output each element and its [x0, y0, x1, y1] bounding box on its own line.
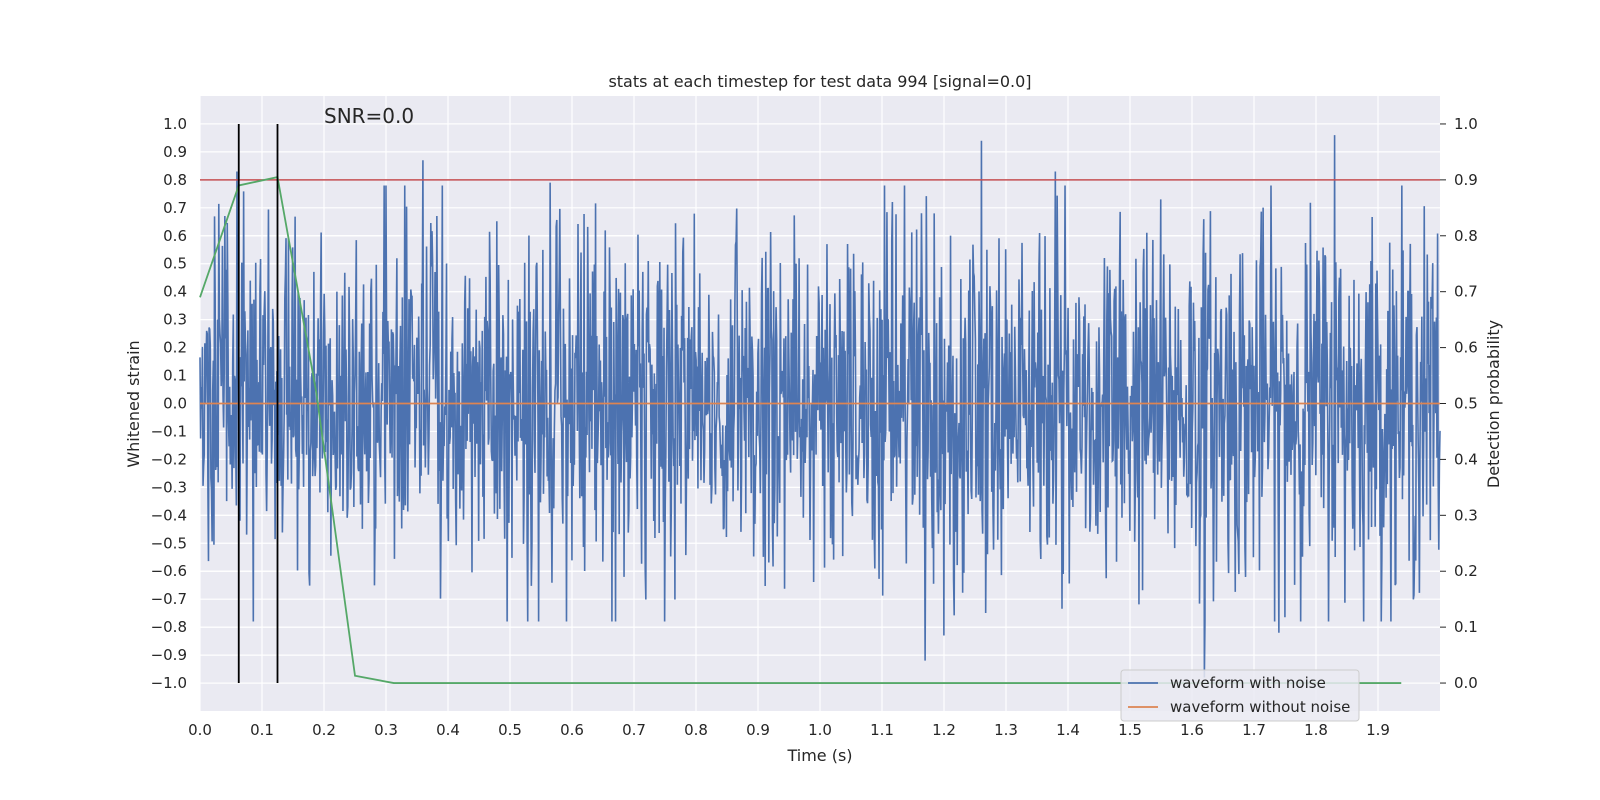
snr-annotation: SNR=0.0: [324, 104, 414, 128]
x-tick-label: 0.7: [622, 721, 646, 739]
legend-label-waveform-with-noise: waveform with noise: [1170, 674, 1326, 692]
x-tick-label: 1.9: [1366, 721, 1390, 739]
y2-axis-label: Detection probability: [1484, 320, 1503, 488]
series-waveform-with-noise: [199, 135, 1441, 678]
y-tick-label: 0.8: [163, 171, 187, 189]
y-tick-label: −0.1: [151, 422, 187, 440]
y-tick-label: −0.8: [151, 618, 187, 636]
series-layer: [199, 123, 1441, 684]
x-axis-label: Time (s): [786, 746, 852, 765]
legend-label-waveform-without-noise: waveform without noise: [1170, 698, 1350, 716]
x-tick-label: 1.8: [1304, 721, 1328, 739]
y2-tick-label: 0.8: [1454, 227, 1478, 245]
y2-tick-label: 0.1: [1454, 618, 1478, 636]
y-tick-label: 0.6: [163, 227, 187, 245]
y-tick-label: 1.0: [163, 115, 187, 133]
y-tick-label: 0.5: [163, 255, 187, 273]
y2-tick-label: 0.4: [1454, 450, 1478, 468]
y-tick-label: −0.4: [151, 506, 187, 524]
x-tick-label: 1.0: [808, 721, 832, 739]
ticks: 0.0 0.1 0.2 0.3 0.4 0.5 0.6 0.7 0.8 0.9 1.0 1.1 1.2 1…: [151, 115, 1478, 739]
y2-tick-label: 0.6: [1454, 339, 1478, 357]
series-detection-probability: [199, 175, 1402, 684]
legend-box: [1120, 669, 1360, 722]
x-tick-label: 0.3: [374, 721, 398, 739]
y-tick-label: −0.6: [151, 562, 187, 580]
legend: waveform with noise waveform without noi…: [1120, 669, 1360, 722]
y2-tick-label: 1.0: [1454, 115, 1478, 133]
x-tick-label: 1.4: [1056, 721, 1080, 739]
x-tick-label: 0.5: [498, 721, 522, 739]
x-tick-label: 0.9: [746, 721, 770, 739]
chart-title: stats at each timestep for test data 994…: [608, 72, 1031, 91]
x-tick-label: 0.8: [684, 721, 708, 739]
y-tick-label: −1.0: [151, 674, 187, 692]
y-axis-label: Whitened strain: [124, 340, 143, 467]
y2-tick-label: 0.5: [1454, 395, 1478, 413]
x-tick-label: 0.1: [250, 721, 274, 739]
y-tick-label: −0.5: [151, 534, 187, 552]
y-tick-label: −0.3: [151, 478, 187, 496]
y-tick-label: −0.2: [151, 450, 187, 468]
y2-tick-label: 0.7: [1454, 283, 1478, 301]
x-tick-label: 1.6: [1180, 721, 1204, 739]
y2-tick-label: 0.2: [1454, 562, 1478, 580]
y-tick-label: 0.9: [163, 143, 187, 161]
y-tick-label: −0.9: [151, 646, 187, 664]
x-tick-label: 1.7: [1242, 721, 1266, 739]
y-tick-label: 0.4: [163, 283, 187, 301]
x-tick-label: 0.4: [436, 721, 460, 739]
y2-tick-label: 0.3: [1454, 506, 1478, 524]
x-tick-label: 0.2: [312, 721, 336, 739]
y-tick-label: 0.7: [163, 199, 187, 217]
y-tick-label: 0.0: [163, 395, 187, 413]
x-tick-label: 1.2: [932, 721, 956, 739]
y-tick-label: −0.7: [151, 590, 187, 608]
y-tick-label: 0.1: [163, 367, 187, 385]
y-tick-label: 0.3: [163, 311, 187, 329]
x-tick-label: 0.6: [560, 721, 584, 739]
x-tick-label: 0.0: [188, 721, 212, 739]
x-tick-label: 1.1: [870, 721, 894, 739]
x-tick-label: 1.3: [994, 721, 1018, 739]
y2-tick-label: 0.9: [1454, 171, 1478, 189]
y2-tick-label: 0.0: [1454, 674, 1478, 692]
x-tick-label: 1.5: [1118, 721, 1142, 739]
y-tick-label: 0.2: [163, 339, 187, 357]
